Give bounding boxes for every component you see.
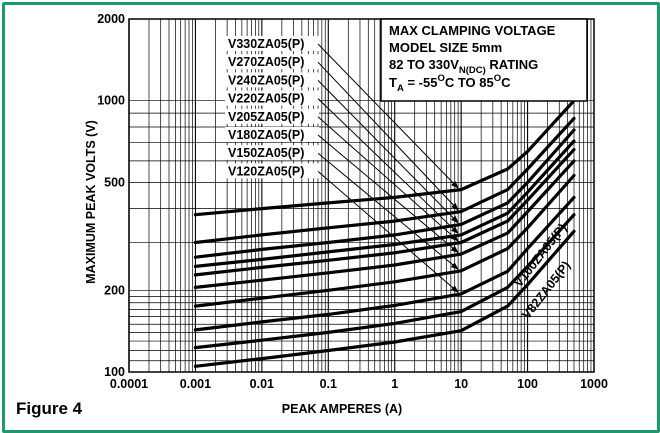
annotation-line-4-c: C TO 85 [445,75,494,90]
series-line [193,148,576,277]
x-tick-label: 1000 [580,377,608,391]
series-label-background [225,90,319,106]
series-line [193,229,576,368]
series-label-background [225,145,319,161]
annotation-line-3-prefix: 82 TO 330V [389,57,459,72]
annotation-box [380,18,588,102]
series-label-background [225,54,319,70]
y-tick-label: 200 [104,283,125,297]
y-tick-label: 100 [104,365,125,379]
y-tick-label: 2000 [97,12,125,26]
y-tick-label: 1000 [97,94,125,108]
series-leader-arrow [317,43,459,189]
plot-border [128,18,595,373]
series-label: V150ZA05(P) [228,146,304,160]
series-line [193,116,576,245]
series-leader-arrow [317,134,459,254]
x-tick-label: 0.01 [250,377,274,391]
annotation-line-4-sup1: O [437,73,444,84]
y-axis-title: MAXIMUM PEAK VOLTS (V) [84,120,98,284]
series-line [193,128,576,259]
series-label-background [225,163,319,179]
series-label: V330ZA05(P) [228,37,304,51]
series-label: V240ZA05(P) [228,73,304,87]
rating-annotation: MAX CLAMPING VOLTAGE MODEL SIZE 5mm 82 T… [380,18,588,102]
x-tick-label: 0.001 [180,377,211,391]
series-line [193,213,576,350]
x-axis-title: PEAK AMPERES (A) [282,402,402,416]
annotation-line-4-d: C [501,75,511,90]
series-label-background [225,127,319,142]
annotation-line-3-suffix: RATING [486,57,538,72]
x-tick-label: 10 [454,377,468,391]
series-label: V270ZA05(P) [228,55,304,69]
series-leader-arrow [317,80,459,224]
annotation-line-4-sup2: O [494,73,501,84]
annotation-line-3-sub: N(DC) [459,65,486,76]
series-label: V220ZA05(P) [228,92,304,106]
series-leader-arrow [317,171,459,293]
series-line [193,159,576,289]
annotation-line-4-b: = -55 [404,75,438,90]
x-tick-label: 0.1 [320,377,337,391]
series-lines [193,99,576,368]
figure-label: Figure 4 [16,399,83,418]
series-label: V205ZA05(P) [228,110,304,124]
x-tick-label: 0.0001 [110,377,148,391]
series-label-background [225,108,319,124]
series-label-background [225,36,319,51]
annotation-line-4-a: T [389,75,397,90]
annotation-line-3: 82 TO 330VN(DC) RATING [389,57,538,76]
series-line [193,99,576,217]
annotation-line-4-a-sub: A [397,83,404,94]
tick-labels: 0.0001 0.001 0.01 0.1 1 10 100 1000 100 200 500 100… [97,12,608,391]
series-label: V180ZA05(P) [228,128,304,142]
series-label-background [225,72,319,88]
series-leader-arrow [317,152,459,270]
series-line [193,139,576,268]
series-label: V120ZA05(P) [228,164,304,178]
annotation-line-4: TA = -55OC TO 85OC [389,73,511,94]
y-tick-label: 500 [104,175,125,189]
x-tick-label: 1 [391,377,398,391]
annotation-line-2: MODEL SIZE 5mm [389,40,502,55]
series-leader-arrow [317,98,459,235]
x-tick-label: 100 [517,377,538,391]
series-line [193,195,576,332]
series-leader-arrow [317,116,459,242]
annotation-line-1: MAX CLAMPING VOLTAGE [389,23,556,38]
series-line [193,173,576,308]
series-leader-arrow [317,61,459,211]
